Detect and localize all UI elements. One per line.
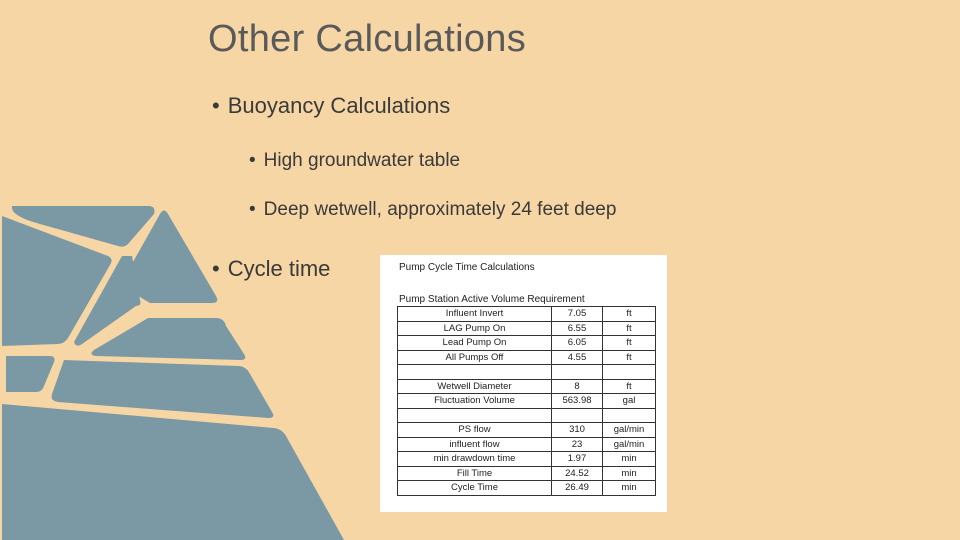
row-unit: ft: [602, 320, 656, 336]
decor-shape-7: [51, 360, 274, 418]
table-row: Fill Time 24.52 min: [397, 465, 656, 481]
bullet-buoyancy: • Buoyancy Calculations: [212, 93, 450, 119]
row-label: LAG Pump On: [397, 320, 552, 336]
row-unit: min: [602, 465, 656, 481]
row-value: [551, 407, 603, 423]
bullet-cycle-text: Cycle time: [227, 256, 331, 281]
bullet-wetwell-text: Deep wetwell, approximately 24 feet deep: [263, 199, 617, 220]
row-value: 6.05: [551, 335, 603, 351]
row-unit: min: [602, 480, 656, 496]
bullet-dot: •: [212, 93, 220, 118]
table-row: Fluctuation Volume 563.98 gal: [397, 393, 656, 409]
row-label: [397, 407, 552, 423]
bullet-buoyancy-text: Buoyancy Calculations: [227, 93, 451, 118]
table-row: Wetwell Diameter 8 ft: [397, 378, 656, 394]
row-value: 8: [551, 378, 603, 394]
table-row: [397, 407, 656, 423]
bullet-wetwell: • Deep wetwell, approximately 24 feet dee…: [249, 199, 616, 221]
table-row: Influent Invert 7.05 ft: [397, 306, 656, 322]
table-row: min drawdown time 1.97 min: [397, 451, 656, 467]
decor-shape-4: [74, 256, 141, 346]
bullet-groundwater: • High groundwater table: [249, 150, 460, 172]
row-unit: gal: [602, 393, 656, 409]
row-label: Influent Invert: [397, 306, 552, 322]
row-label: Fill Time: [397, 465, 552, 481]
row-value: 24.52: [551, 465, 603, 481]
row-value: 563.98: [551, 393, 603, 409]
row-label: influent flow: [397, 436, 552, 452]
table-row: All Pumps Off 4.55 ft: [397, 349, 656, 365]
table-row: Cycle Time 26.49 min: [397, 480, 656, 496]
table-row: influent flow 23 gal/min: [397, 436, 656, 452]
row-label: min drawdown time: [397, 451, 552, 467]
decor-shape-2: [2, 216, 112, 346]
calculation-table: Influent Invert 7.05 ft LAG Pump On 6.55 ft …: [397, 306, 656, 496]
table-row: PS flow 310 gal/min: [397, 422, 656, 438]
row-value: 310: [551, 422, 603, 438]
row-value: 23: [551, 436, 603, 452]
row-unit: ft: [602, 335, 656, 351]
bullet-cycle-time: • Cycle time: [212, 256, 330, 282]
bullet-dot: •: [212, 256, 220, 281]
decor-shape-3: [121, 210, 218, 303]
table-title: Pump Cycle Time Calculations: [399, 262, 535, 273]
bullet-dot: •: [249, 199, 256, 220]
row-value: 1.97: [551, 451, 603, 467]
pump-cycle-table-image: Pump Cycle Time Calculations Pump Statio…: [380, 255, 667, 512]
row-unit: min: [602, 451, 656, 467]
row-unit: ft: [602, 349, 656, 365]
row-label: Wetwell Diameter: [397, 378, 552, 394]
row-unit: gal/min: [602, 422, 656, 438]
row-unit: [602, 364, 656, 380]
decor-shape-5: [91, 318, 246, 360]
table-row: Lead Pump On 6.05 ft: [397, 335, 656, 351]
decor-shape-1: [11, 206, 155, 247]
row-label: PS flow: [397, 422, 552, 438]
slide-title: Other Calculations: [208, 18, 526, 60]
row-value: 7.05: [551, 306, 603, 322]
decor-shape-8: [2, 404, 344, 540]
row-value: 6.55: [551, 320, 603, 336]
row-label: Lead Pump On: [397, 335, 552, 351]
row-unit: gal/min: [602, 436, 656, 452]
row-value: [551, 364, 603, 380]
table-row: [397, 364, 656, 380]
table-caption: Pump Station Active Volume Requirement: [399, 294, 585, 305]
row-value: 26.49: [551, 480, 603, 496]
row-value: 4.55: [551, 349, 603, 365]
table-row: LAG Pump On 6.55 ft: [397, 320, 656, 336]
bullet-dot: •: [249, 150, 256, 171]
row-unit: [602, 407, 656, 423]
bullet-groundwater-text: High groundwater table: [263, 150, 461, 171]
decor-shape-6: [6, 356, 55, 392]
row-unit: ft: [602, 378, 656, 394]
row-label: Cycle Time: [397, 480, 552, 496]
row-label: [397, 364, 552, 380]
row-label: All Pumps Off: [397, 349, 552, 365]
row-unit: ft: [602, 306, 656, 322]
row-label: Fluctuation Volume: [397, 393, 552, 409]
